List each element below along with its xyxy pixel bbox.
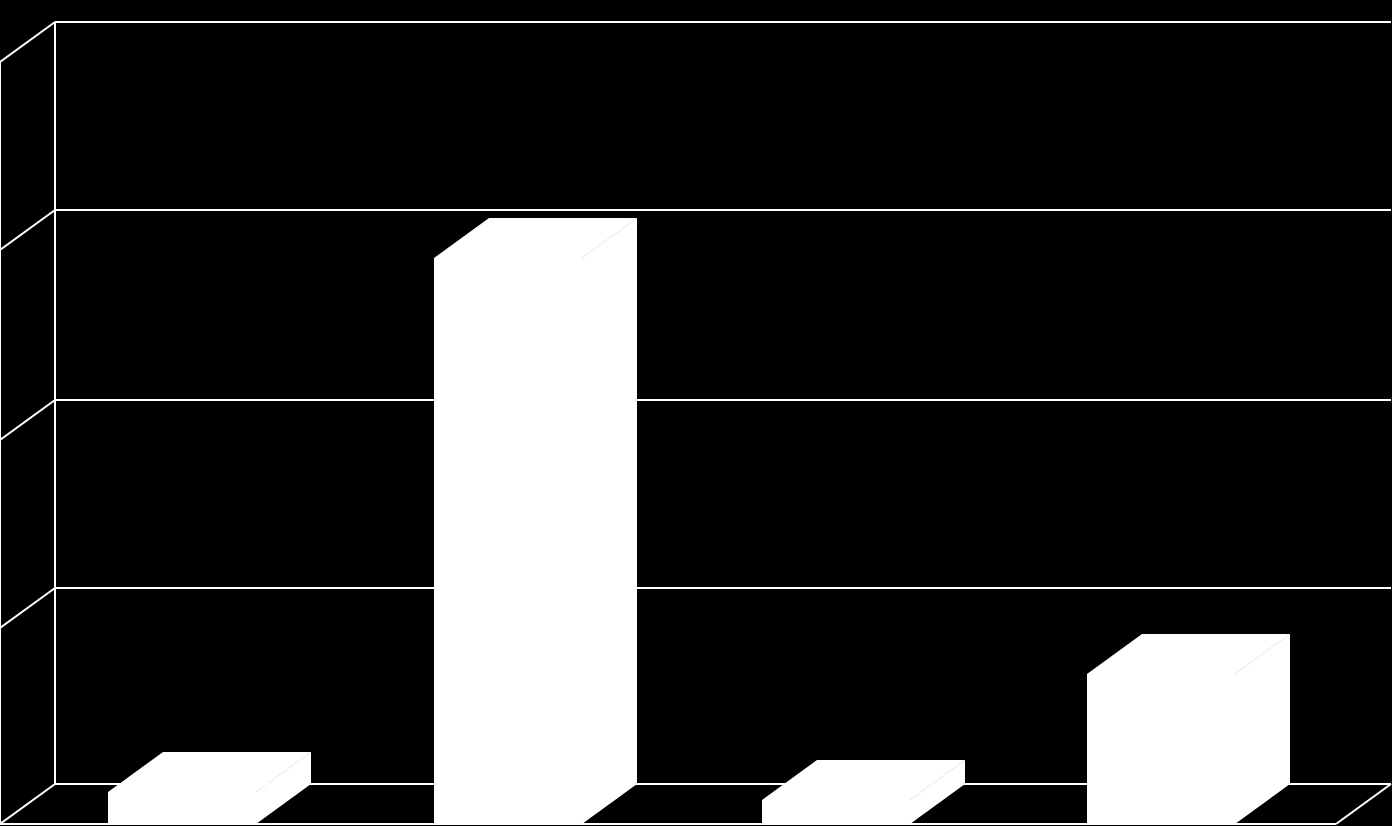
bar-chart-3d xyxy=(0,0,1392,826)
bar xyxy=(1087,634,1290,824)
bar xyxy=(434,218,637,824)
chart-svg xyxy=(0,0,1392,826)
